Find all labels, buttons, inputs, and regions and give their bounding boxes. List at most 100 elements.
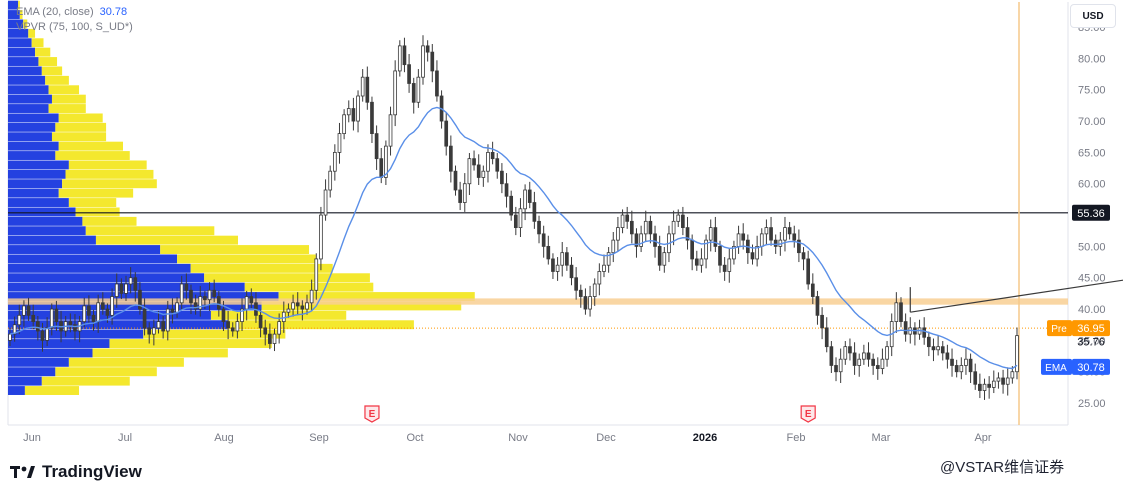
volume-profile-up-bar	[8, 216, 83, 226]
candle	[110, 288, 114, 325]
candle	[569, 257, 574, 286]
candle	[31, 304, 36, 330]
candle-body	[787, 227, 792, 235]
candle-body	[671, 220, 676, 235]
candle-body	[268, 333, 272, 344]
candle-body	[899, 302, 903, 322]
watermark: @VSTAR维信证券	[940, 459, 1065, 476]
candle-body	[128, 277, 133, 285]
candle-body	[583, 296, 588, 310]
candle	[704, 234, 708, 269]
candle	[504, 173, 509, 208]
premarket-tag-text: Pre	[1051, 324, 1067, 335]
y-axis-tick-label: 45.00	[1078, 273, 1106, 285]
volume-profile-down-bar	[51, 132, 107, 142]
candle-body	[444, 120, 449, 147]
candle-body	[407, 64, 411, 84]
ema-indicator-legend[interactable]: EMA (20, close) 30.78	[16, 6, 127, 18]
candle-body	[486, 151, 490, 172]
candle-body	[727, 258, 732, 272]
currency-button[interactable]: USD	[1070, 4, 1116, 28]
volume-profile-up-bar	[8, 141, 59, 151]
candle	[801, 247, 806, 271]
candle	[657, 235, 662, 271]
x-axis-tick-label: Feb	[787, 432, 806, 444]
volume-profile-down-bar	[160, 245, 310, 254]
volume-profile-up-bar	[8, 151, 56, 160]
candle-body	[513, 214, 518, 228]
x-axis-tick-label: Dec	[596, 432, 616, 444]
candle-body	[764, 227, 769, 235]
earnings-marker[interactable]: E	[364, 405, 380, 423]
candle-body	[402, 45, 407, 66]
earnings-marker-label: E	[805, 409, 812, 420]
volume-profile-up-bar	[8, 329, 144, 339]
ema-line	[9, 106, 1018, 370]
volume-profile-down-bar	[58, 188, 134, 198]
volume-profile-down-bar	[62, 179, 157, 189]
candle	[987, 376, 991, 399]
candle	[119, 278, 124, 300]
candle	[597, 263, 602, 296]
candle-body	[156, 321, 161, 329]
volume-profile-up-bar	[8, 320, 228, 330]
key-level-price-label-text: 55.36	[1077, 208, 1105, 220]
x-axis-tick-label: Apr	[974, 432, 991, 444]
premarket-value-text: 36.95	[1077, 323, 1105, 335]
candle	[1005, 367, 1010, 396]
candle	[486, 144, 490, 183]
candle-body	[643, 220, 648, 235]
candle	[472, 150, 476, 171]
candle-body	[147, 327, 152, 335]
candle	[875, 357, 880, 380]
candle	[954, 359, 959, 378]
volume-profile-up-bar	[8, 0, 19, 10]
candle-body	[235, 321, 240, 332]
volume-profile-up-bar	[8, 386, 25, 395]
support-zone-band	[8, 298, 1068, 305]
candle-body	[574, 277, 578, 291]
candle-body	[179, 283, 184, 304]
earnings-marker[interactable]: E	[800, 405, 816, 423]
vpvr-indicator-legend[interactable]: VPVR (75, 100, S_UD*)	[16, 21, 133, 33]
candle-body	[857, 358, 862, 366]
candle-body	[578, 289, 583, 297]
x-axis-tick-label: Jun	[23, 432, 41, 444]
candle-body	[430, 51, 435, 72]
candle-body	[565, 252, 569, 266]
candle	[12, 316, 17, 342]
candle	[741, 223, 746, 250]
last-close-label: 35.76	[1077, 337, 1105, 349]
volume-profile-down-bar	[45, 75, 69, 85]
volume-profile-up-bar	[8, 301, 262, 311]
candle	[26, 297, 31, 321]
candle	[500, 163, 504, 194]
candle-body	[96, 302, 101, 322]
candle-body	[606, 252, 611, 266]
candle	[560, 242, 565, 277]
candle	[114, 273, 119, 308]
candle-body	[73, 324, 77, 332]
candle-body	[393, 70, 398, 116]
candle	[365, 66, 370, 110]
volume-profile-up-bar	[8, 19, 24, 29]
tradingview-logo-icon	[10, 466, 35, 478]
candle	[87, 295, 91, 323]
candle	[699, 248, 704, 273]
ema-tag-text: EMA	[1045, 363, 1067, 374]
y-axis-tick-label: 25.00	[1078, 398, 1106, 410]
candle-body	[425, 45, 430, 53]
candle	[249, 288, 254, 309]
volume-profile-down-bar	[278, 292, 475, 301]
candle-body	[295, 302, 300, 307]
candle-body	[314, 258, 319, 291]
candle-body	[161, 321, 165, 332]
volume-profile	[8, 0, 475, 395]
candle	[100, 292, 105, 315]
volume-profile-down-bar	[35, 47, 51, 57]
candle	[931, 338, 936, 362]
candle-body	[713, 227, 718, 247]
candle	[616, 216, 620, 252]
candle	[894, 292, 899, 333]
